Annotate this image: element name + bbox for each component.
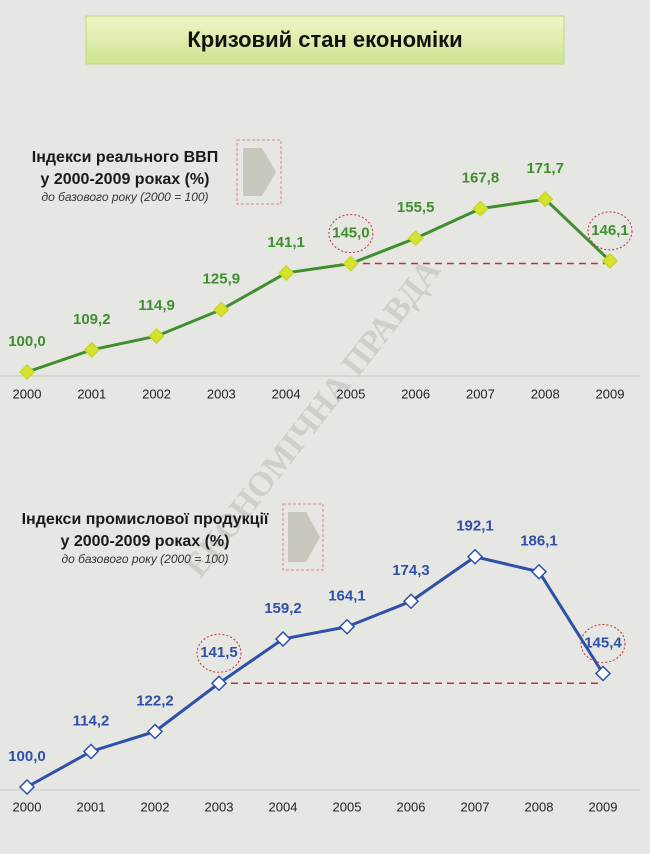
marker	[148, 328, 165, 345]
highlight-circle	[328, 214, 374, 254]
x-tick-label: 2009	[589, 799, 618, 814]
value-label: 100,0	[8, 748, 46, 765]
highlight-circle	[196, 633, 242, 673]
data-line	[26, 555, 605, 789]
chart-title: у 2000-2009 роках (%)	[61, 533, 230, 550]
marker	[594, 665, 612, 682]
marker	[407, 230, 424, 247]
value-label: 109,2	[73, 311, 111, 328]
marker	[18, 778, 36, 796]
x-tick-label: 2003	[205, 799, 234, 814]
value-label: 125,9	[203, 271, 241, 288]
x-tick-label: 2004	[269, 799, 298, 814]
chart-title: у 2000-2009 роках (%)	[41, 171, 210, 188]
marker	[342, 255, 359, 272]
x-tick-label: 2008	[531, 386, 560, 401]
value-label: 114,9	[138, 297, 175, 314]
value-label: 141,1	[267, 234, 305, 251]
highlight-circle	[587, 211, 633, 251]
x-tick-label: 2000	[13, 386, 42, 401]
x-tick-label: 2008	[525, 799, 554, 814]
x-tick-label: 2004	[272, 386, 301, 401]
title-box	[85, 15, 565, 65]
marker	[274, 630, 292, 648]
x-tick-label: 2003	[207, 386, 236, 401]
marker	[83, 341, 100, 358]
x-tick-label: 2005	[336, 386, 365, 401]
value-label: 171,7	[526, 160, 564, 177]
highlight-circle	[580, 624, 626, 663]
x-tick-label: 2002	[142, 386, 171, 401]
marker	[601, 252, 619, 269]
page-title: Кризовий стан економіки	[187, 27, 462, 52]
marker	[146, 723, 164, 740]
arrow-1	[236, 139, 282, 205]
marker	[210, 675, 228, 692]
value-label: 114,2	[73, 712, 110, 729]
x-tick-label: 2001	[77, 799, 106, 814]
data-line	[26, 197, 612, 374]
value-label: 146,1	[591, 222, 629, 239]
value-label: 145,0	[332, 225, 370, 242]
marker	[537, 191, 554, 208]
value-label: 100,0	[8, 333, 46, 350]
marker	[402, 593, 420, 610]
x-tick-label: 2002	[141, 799, 170, 814]
value-label: 141,5	[200, 644, 238, 661]
value-label: 192,1	[456, 518, 494, 535]
chart-subtitle: до базового року (2000 = 100)	[41, 190, 208, 204]
value-label: 164,1	[328, 588, 366, 605]
value-label: 186,1	[520, 533, 558, 550]
value-label: 174,3	[392, 562, 430, 579]
chart-title: Індекси промислової продукції	[22, 511, 269, 528]
value-label: 122,2	[136, 692, 174, 709]
x-tick-label: 2006	[401, 386, 430, 401]
marker	[530, 563, 548, 580]
marker	[213, 301, 230, 318]
value-label: 145,4	[584, 634, 622, 651]
x-tick-label: 2005	[333, 799, 362, 814]
x-tick-label: 2007	[466, 386, 495, 401]
x-tick-label: 2007	[461, 799, 490, 814]
marker	[278, 264, 295, 282]
value-label: 167,8	[462, 170, 500, 187]
marker	[18, 363, 36, 381]
marker	[466, 548, 484, 565]
value-label: 159,2	[264, 600, 302, 617]
chart-subtitle: до базового року (2000 = 100)	[61, 552, 228, 566]
marker	[338, 618, 356, 635]
marker	[82, 743, 100, 760]
value-label: 155,5	[397, 199, 435, 216]
x-tick-label: 2006	[397, 799, 426, 814]
arrow-2	[282, 503, 324, 571]
marker	[472, 200, 489, 217]
x-tick-label: 2001	[77, 386, 106, 401]
x-tick-label: 2000	[13, 799, 42, 814]
chart-title: Індекси реального ВВП	[32, 149, 218, 166]
x-tick-label: 2009	[596, 386, 625, 401]
